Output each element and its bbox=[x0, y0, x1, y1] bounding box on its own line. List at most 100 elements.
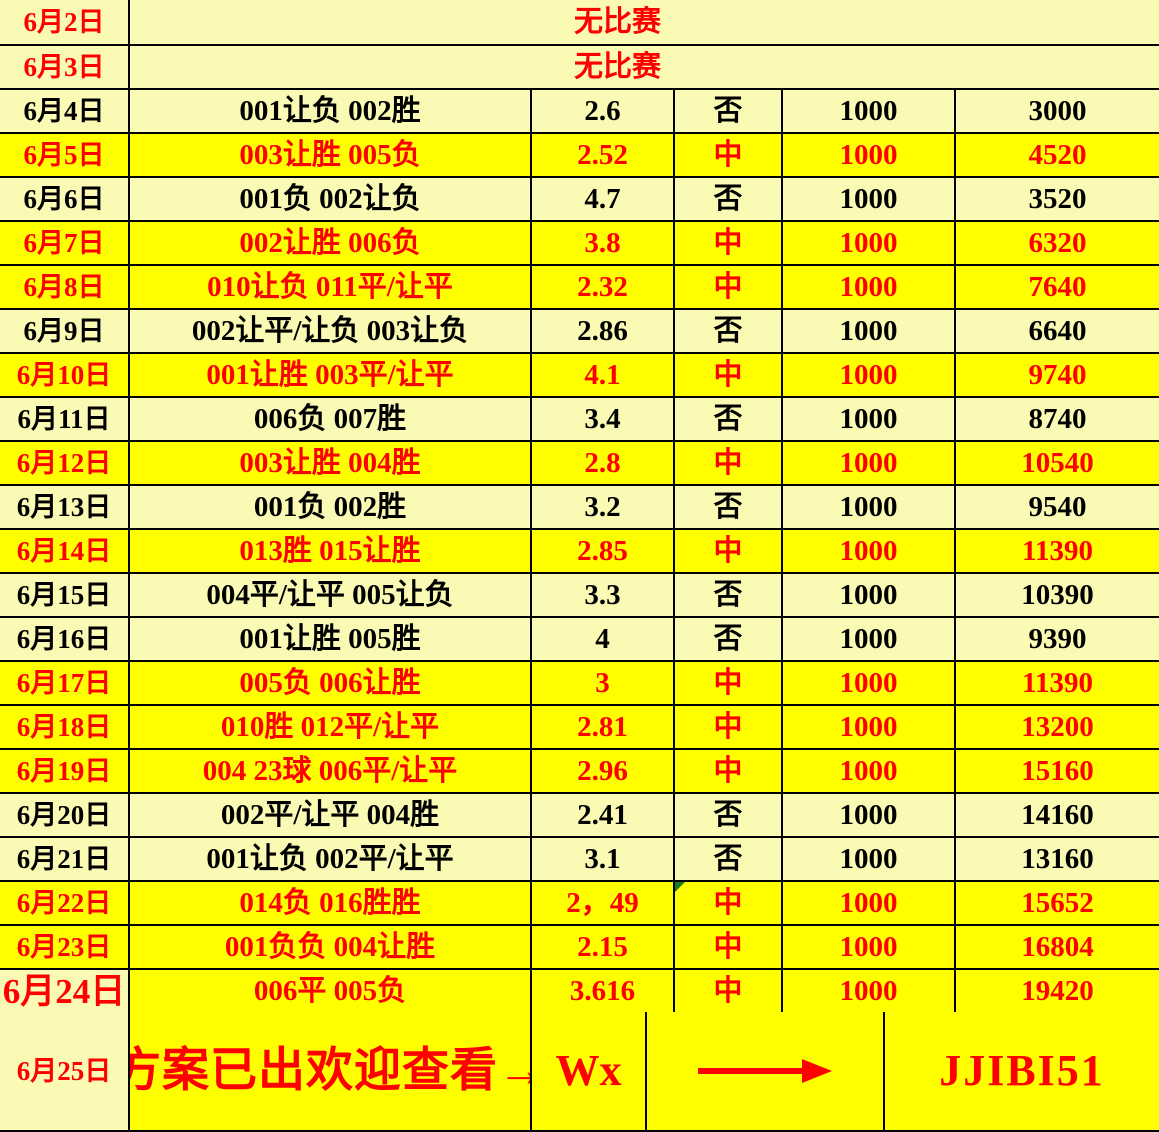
pick-cell: 010胜 012平/让平 bbox=[130, 706, 532, 748]
date-cell: 6月24日 bbox=[0, 970, 130, 1012]
stake-cell: 1000 bbox=[783, 134, 956, 176]
stake-cell: 1000 bbox=[783, 178, 956, 220]
date-cell: 6月20日 bbox=[0, 794, 130, 836]
odds-cell: 3.8 bbox=[532, 222, 675, 264]
result-cell: 中 bbox=[675, 662, 783, 704]
stake-cell: 1000 bbox=[783, 530, 956, 572]
odds-cell: 4.1 bbox=[532, 354, 675, 396]
pick-cell: 001负负 004让胜 bbox=[130, 926, 532, 968]
table-row: 6月10日 001让胜 003平/让平 4.1 中 1000 9740 bbox=[0, 352, 1159, 396]
total-cell: 4520 bbox=[956, 134, 1159, 176]
odds-cell: 3.3 bbox=[532, 574, 675, 616]
table-row: 6月4日 001让负 002胜 2.6 否 1000 3000 bbox=[0, 88, 1159, 132]
result-cell: 否 bbox=[675, 398, 783, 440]
pick-cell: 014负 016胜胜 bbox=[130, 882, 532, 924]
odds-cell: 3.1 bbox=[532, 838, 675, 880]
stake-cell: 1000 bbox=[783, 882, 956, 924]
date-cell: 6月15日 bbox=[0, 574, 130, 616]
result-cell: 否 bbox=[675, 90, 783, 132]
date-cell: 6月5日 bbox=[0, 134, 130, 176]
odds-cell: 4.7 bbox=[532, 178, 675, 220]
table-row: 6月8日 010让负 011平/让平 2.32 中 1000 7640 bbox=[0, 264, 1159, 308]
odds-cell: 2.6 bbox=[532, 90, 675, 132]
table-row: 6月2日 无比赛 bbox=[0, 0, 1159, 44]
stake-cell: 1000 bbox=[783, 662, 956, 704]
no-match-cell: 无比赛 bbox=[130, 0, 1159, 44]
date-cell: 6月6日 bbox=[0, 178, 130, 220]
total-cell: 3520 bbox=[956, 178, 1159, 220]
total-cell: 13160 bbox=[956, 838, 1159, 880]
stake-cell: 1000 bbox=[783, 442, 956, 484]
table-row: 6月21日 001让负 002平/让平 3.1 否 1000 13160 bbox=[0, 836, 1159, 880]
total-cell: 16804 bbox=[956, 926, 1159, 968]
result-cell: 否 bbox=[675, 178, 783, 220]
odds-cell: 4 bbox=[532, 618, 675, 660]
pick-cell: 010让负 011平/让平 bbox=[130, 266, 532, 308]
footer-row: 6月25日 方案已出欢迎查看→ Wx JJIBI51 bbox=[0, 1012, 1159, 1130]
table-row: 6月24日 006平 005负 3.616 中 1000 19420 bbox=[0, 968, 1159, 1012]
odds-cell: 2，49 bbox=[532, 882, 675, 924]
pick-cell: 001让胜 003平/让平 bbox=[130, 354, 532, 396]
stake-cell: 1000 bbox=[783, 750, 956, 792]
table-row: 6月5日 003让胜 005负 2.52 中 1000 4520 bbox=[0, 132, 1159, 176]
pick-cell: 002让胜 006负 bbox=[130, 222, 532, 264]
date-cell: 6月23日 bbox=[0, 926, 130, 968]
right-arrow-icon bbox=[698, 1059, 832, 1083]
result-cell: 中 bbox=[675, 750, 783, 792]
no-match-cell: 无比赛 bbox=[130, 46, 1159, 88]
odds-cell: 2.41 bbox=[532, 794, 675, 836]
result-cell: 中 bbox=[675, 354, 783, 396]
date-cell: 6月4日 bbox=[0, 90, 130, 132]
result-cell: 中 bbox=[675, 926, 783, 968]
date-cell: 6月13日 bbox=[0, 486, 130, 528]
result-cell: 中 bbox=[675, 530, 783, 572]
pick-cell: 002让平/让负 003让负 bbox=[130, 310, 532, 352]
pick-cell: 003让胜 005负 bbox=[130, 134, 532, 176]
total-cell: 14160 bbox=[956, 794, 1159, 836]
date-cell: 6月19日 bbox=[0, 750, 130, 792]
pick-cell: 001让负 002胜 bbox=[130, 90, 532, 132]
odds-cell: 2.52 bbox=[532, 134, 675, 176]
table-row: 6月12日 003让胜 004胜 2.8 中 1000 10540 bbox=[0, 440, 1159, 484]
result-cell: 中 bbox=[675, 134, 783, 176]
odds-cell: 2.96 bbox=[532, 750, 675, 792]
date-cell: 6月2日 bbox=[0, 0, 130, 44]
promo-message: 方案已出欢迎查看→ bbox=[130, 1012, 532, 1130]
result-cell: 中 bbox=[675, 706, 783, 748]
total-cell: 9540 bbox=[956, 486, 1159, 528]
result-cell: 否 bbox=[675, 838, 783, 880]
date-cell: 6月3日 bbox=[0, 46, 130, 88]
arrow-cell bbox=[647, 1012, 885, 1130]
stake-cell: 1000 bbox=[783, 310, 956, 352]
stake-cell: 1000 bbox=[783, 926, 956, 968]
total-cell: 10390 bbox=[956, 574, 1159, 616]
total-cell: 8740 bbox=[956, 398, 1159, 440]
table-row: 6月20日 002平/让平 004胜 2.41 否 1000 14160 bbox=[0, 792, 1159, 836]
table-row: 6月15日 004平/让平 005让负 3.3 否 1000 10390 bbox=[0, 572, 1159, 616]
date-cell: 6月17日 bbox=[0, 662, 130, 704]
result-cell: 否 bbox=[675, 310, 783, 352]
date-cell: 6月9日 bbox=[0, 310, 130, 352]
pick-cell: 004平/让平 005让负 bbox=[130, 574, 532, 616]
date-cell: 6月25日 bbox=[0, 1012, 130, 1130]
result-cell: 否 bbox=[675, 618, 783, 660]
stake-cell: 1000 bbox=[783, 706, 956, 748]
odds-cell: 2.85 bbox=[532, 530, 675, 572]
pick-cell: 006负 007胜 bbox=[130, 398, 532, 440]
date-cell: 6月16日 bbox=[0, 618, 130, 660]
total-cell: 15652 bbox=[956, 882, 1159, 924]
table-row: 6月14日 013胜 015让胜 2.85 中 1000 11390 bbox=[0, 528, 1159, 572]
odds-cell: 3.4 bbox=[532, 398, 675, 440]
result-cell: 中 bbox=[675, 882, 783, 924]
stake-cell: 1000 bbox=[783, 574, 956, 616]
total-cell: 3000 bbox=[956, 90, 1159, 132]
total-cell: 15160 bbox=[956, 750, 1159, 792]
total-cell: 19420 bbox=[956, 970, 1159, 1012]
total-cell: 9390 bbox=[956, 618, 1159, 660]
result-cell: 中 bbox=[675, 266, 783, 308]
pick-cell: 001负 002让负 bbox=[130, 178, 532, 220]
date-cell: 6月7日 bbox=[0, 222, 130, 264]
date-cell: 6月10日 bbox=[0, 354, 130, 396]
pick-cell: 006平 005负 bbox=[130, 970, 532, 1012]
